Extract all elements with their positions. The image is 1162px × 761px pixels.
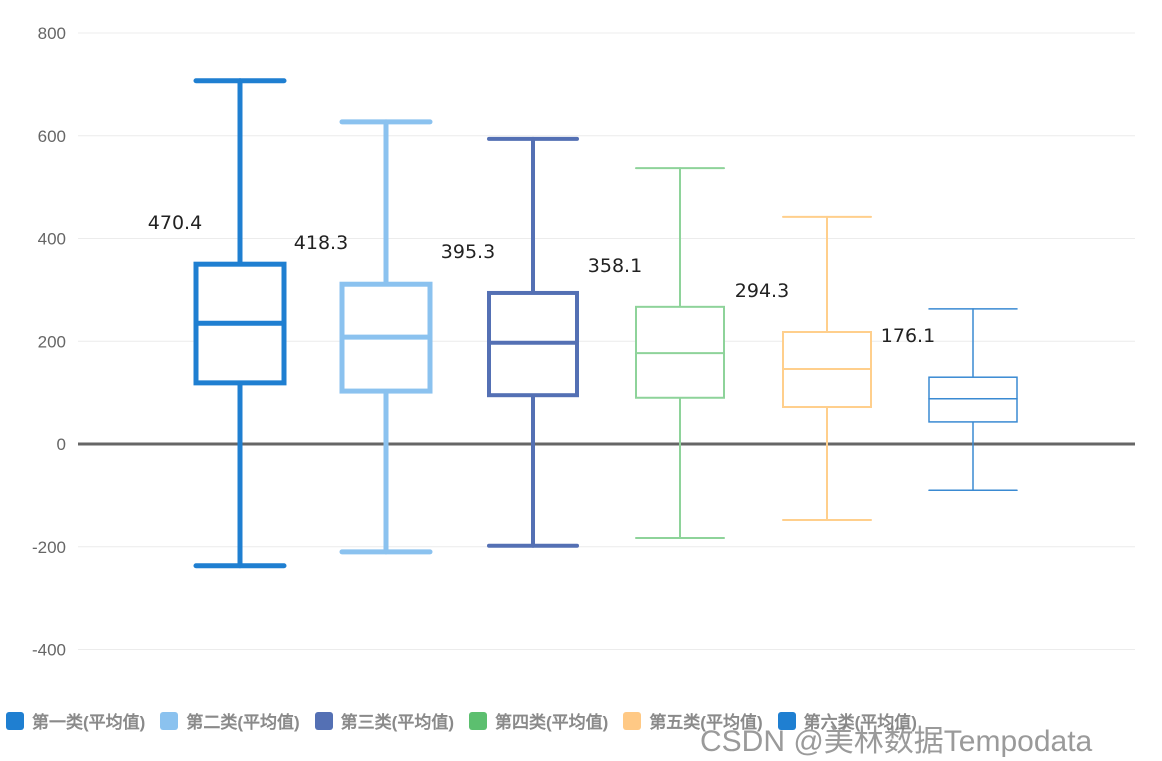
watermark: CSDN @美林数据Tempodata	[700, 725, 1093, 758]
legend-label: 第五类(平均值)	[649, 713, 763, 732]
y-tick-label: -200	[32, 538, 66, 557]
mean-label: 176.1	[881, 325, 935, 347]
boxplot-chart: 800 600 400 200 0 -200 -400 470.4 418.3 395.3 358…	[32, 24, 1135, 660]
legend-swatch-icon	[623, 711, 642, 730]
y-tick-label: 400	[38, 230, 66, 249]
legend-item-1[interactable]: 第一类(平均值)	[6, 708, 145, 733]
legend-label: 第六类(平均值)	[803, 713, 917, 732]
box-2[interactable]	[339, 119, 433, 555]
mean-label: 418.3	[294, 232, 348, 254]
box-5[interactable]	[782, 215, 872, 522]
legend-swatch-icon	[468, 711, 487, 730]
legend-label: 第四类(平均值)	[494, 713, 609, 732]
y-tick-label: 600	[38, 127, 66, 146]
iqr-box	[928, 376, 1018, 423]
mean-label: 358.1	[588, 255, 642, 277]
mean-label: 294.3	[735, 280, 789, 302]
y-axis-labels: 800 600 400 200 0 -200 -400	[32, 24, 66, 660]
y-tick-label: 800	[38, 24, 66, 43]
legend-swatch-icon	[777, 711, 796, 730]
legend-label: 第二类(平均值)	[186, 713, 300, 732]
legend-item-4[interactable]: 第四类(平均值)	[468, 708, 609, 733]
legend-label: 第一类(平均值)	[32, 713, 146, 732]
box-4[interactable]	[635, 167, 725, 540]
y-tick-label: 200	[38, 332, 66, 351]
legend-item-6[interactable]: 第六类(平均值)	[777, 708, 917, 733]
legend: 第一类(平均值) 第二类(平均值) 第三类(平均值) 第四类(平均值) 第五类(…	[6, 708, 932, 733]
box-1[interactable]	[193, 78, 287, 569]
box-3[interactable]	[487, 136, 579, 548]
legend-swatch-icon	[160, 711, 179, 730]
legend-swatch-icon	[314, 711, 333, 730]
legend-item-3[interactable]: 第三类(平均值)	[314, 708, 454, 733]
box-6[interactable]	[928, 308, 1018, 491]
y-tick-label: -400	[32, 641, 66, 660]
box-series: 470.4 418.3 395.3 358.1 294.3 176.1	[148, 78, 1018, 569]
mean-label: 470.4	[148, 212, 202, 234]
legend-item-2[interactable]: 第二类(平均值)	[160, 708, 300, 733]
legend-label: 第三类(平均值)	[340, 713, 454, 732]
mean-label: 395.3	[441, 241, 495, 263]
y-tick-label: 0	[57, 435, 66, 454]
legend-swatch-icon	[6, 711, 24, 730]
legend-item-5[interactable]: 第五类(平均值)	[623, 708, 763, 733]
